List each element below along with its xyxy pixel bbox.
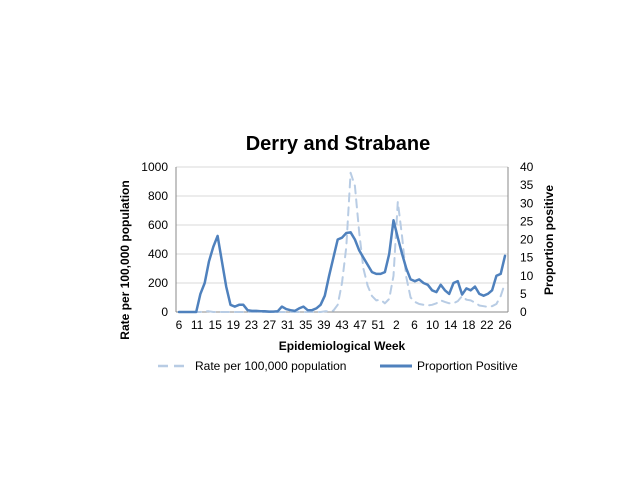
- chart-title: Derry and Strabane: [246, 133, 431, 155]
- right-axis-ticks: 0 5 10 15 20 25 30 35 40: [520, 160, 534, 319]
- y2-tick-label: 30: [520, 196, 534, 210]
- x-tick-label: 19: [227, 318, 241, 332]
- y-tick-label: 1000: [141, 160, 168, 174]
- y-tick-label: 0: [161, 305, 168, 319]
- x-tick-label: 10: [426, 318, 440, 332]
- x-axis-ticks: 6 11 15 19 23 27 31 35 39 43 47 51 2 6 10 14 18 22 26: [176, 318, 512, 332]
- x-axis-label: Epidemiological Week: [279, 339, 406, 353]
- y2-axis-label: Proportion positive: [542, 185, 556, 295]
- x-tick-label: 6: [411, 318, 418, 332]
- legend-label-rate: Rate per 100,000 population: [195, 359, 346, 373]
- x-tick-label: 27: [263, 318, 277, 332]
- x-tick-label: 35: [299, 318, 313, 332]
- series-rate-line: [178, 171, 506, 313]
- x-tick-label: 14: [444, 318, 458, 332]
- x-tick-label: 2: [393, 318, 400, 332]
- x-tick-label: 26: [498, 318, 512, 332]
- x-tick-label: 43: [335, 318, 349, 332]
- y-tick-label: 400: [148, 247, 168, 261]
- x-tick-label: 31: [281, 318, 295, 332]
- y2-tick-label: 5: [520, 287, 527, 301]
- x-tick-label: 51: [372, 318, 386, 332]
- x-tick-label: 39: [317, 318, 331, 332]
- legend-label-proportion: Proportion Positive: [417, 359, 518, 373]
- y2-tick-label: 0: [520, 305, 527, 319]
- x-tick-label: 11: [191, 318, 204, 332]
- x-tick-label: 22: [480, 318, 494, 332]
- y2-tick-label: 40: [520, 160, 534, 174]
- x-tick-label: 6: [176, 318, 183, 332]
- y-axis-label: Rate per 100,000 population: [118, 180, 132, 339]
- y2-tick-label: 35: [520, 178, 534, 192]
- legend: Rate per 100,000 population Proportion P…: [158, 359, 518, 373]
- gridlines: [176, 166, 508, 284]
- series-proportion-line: [177, 219, 507, 314]
- x-tick-label: 18: [462, 318, 476, 332]
- x-tick-label: 15: [209, 318, 223, 332]
- y2-tick-label: 25: [520, 214, 534, 228]
- x-tick-label: 47: [353, 318, 367, 332]
- series-layer: [177, 171, 507, 314]
- y2-tick-label: 15: [520, 251, 534, 265]
- y-tick-label: 200: [148, 276, 168, 290]
- x-tick-label: 23: [245, 318, 259, 332]
- axes: [175, 167, 509, 313]
- y2-tick-label: 10: [520, 269, 534, 283]
- y-tick-label: 600: [148, 218, 168, 232]
- y-tick-label: 800: [148, 189, 168, 203]
- y2-tick-label: 20: [520, 233, 534, 247]
- left-axis-ticks: 0 200 400 600 800 1000: [141, 160, 168, 319]
